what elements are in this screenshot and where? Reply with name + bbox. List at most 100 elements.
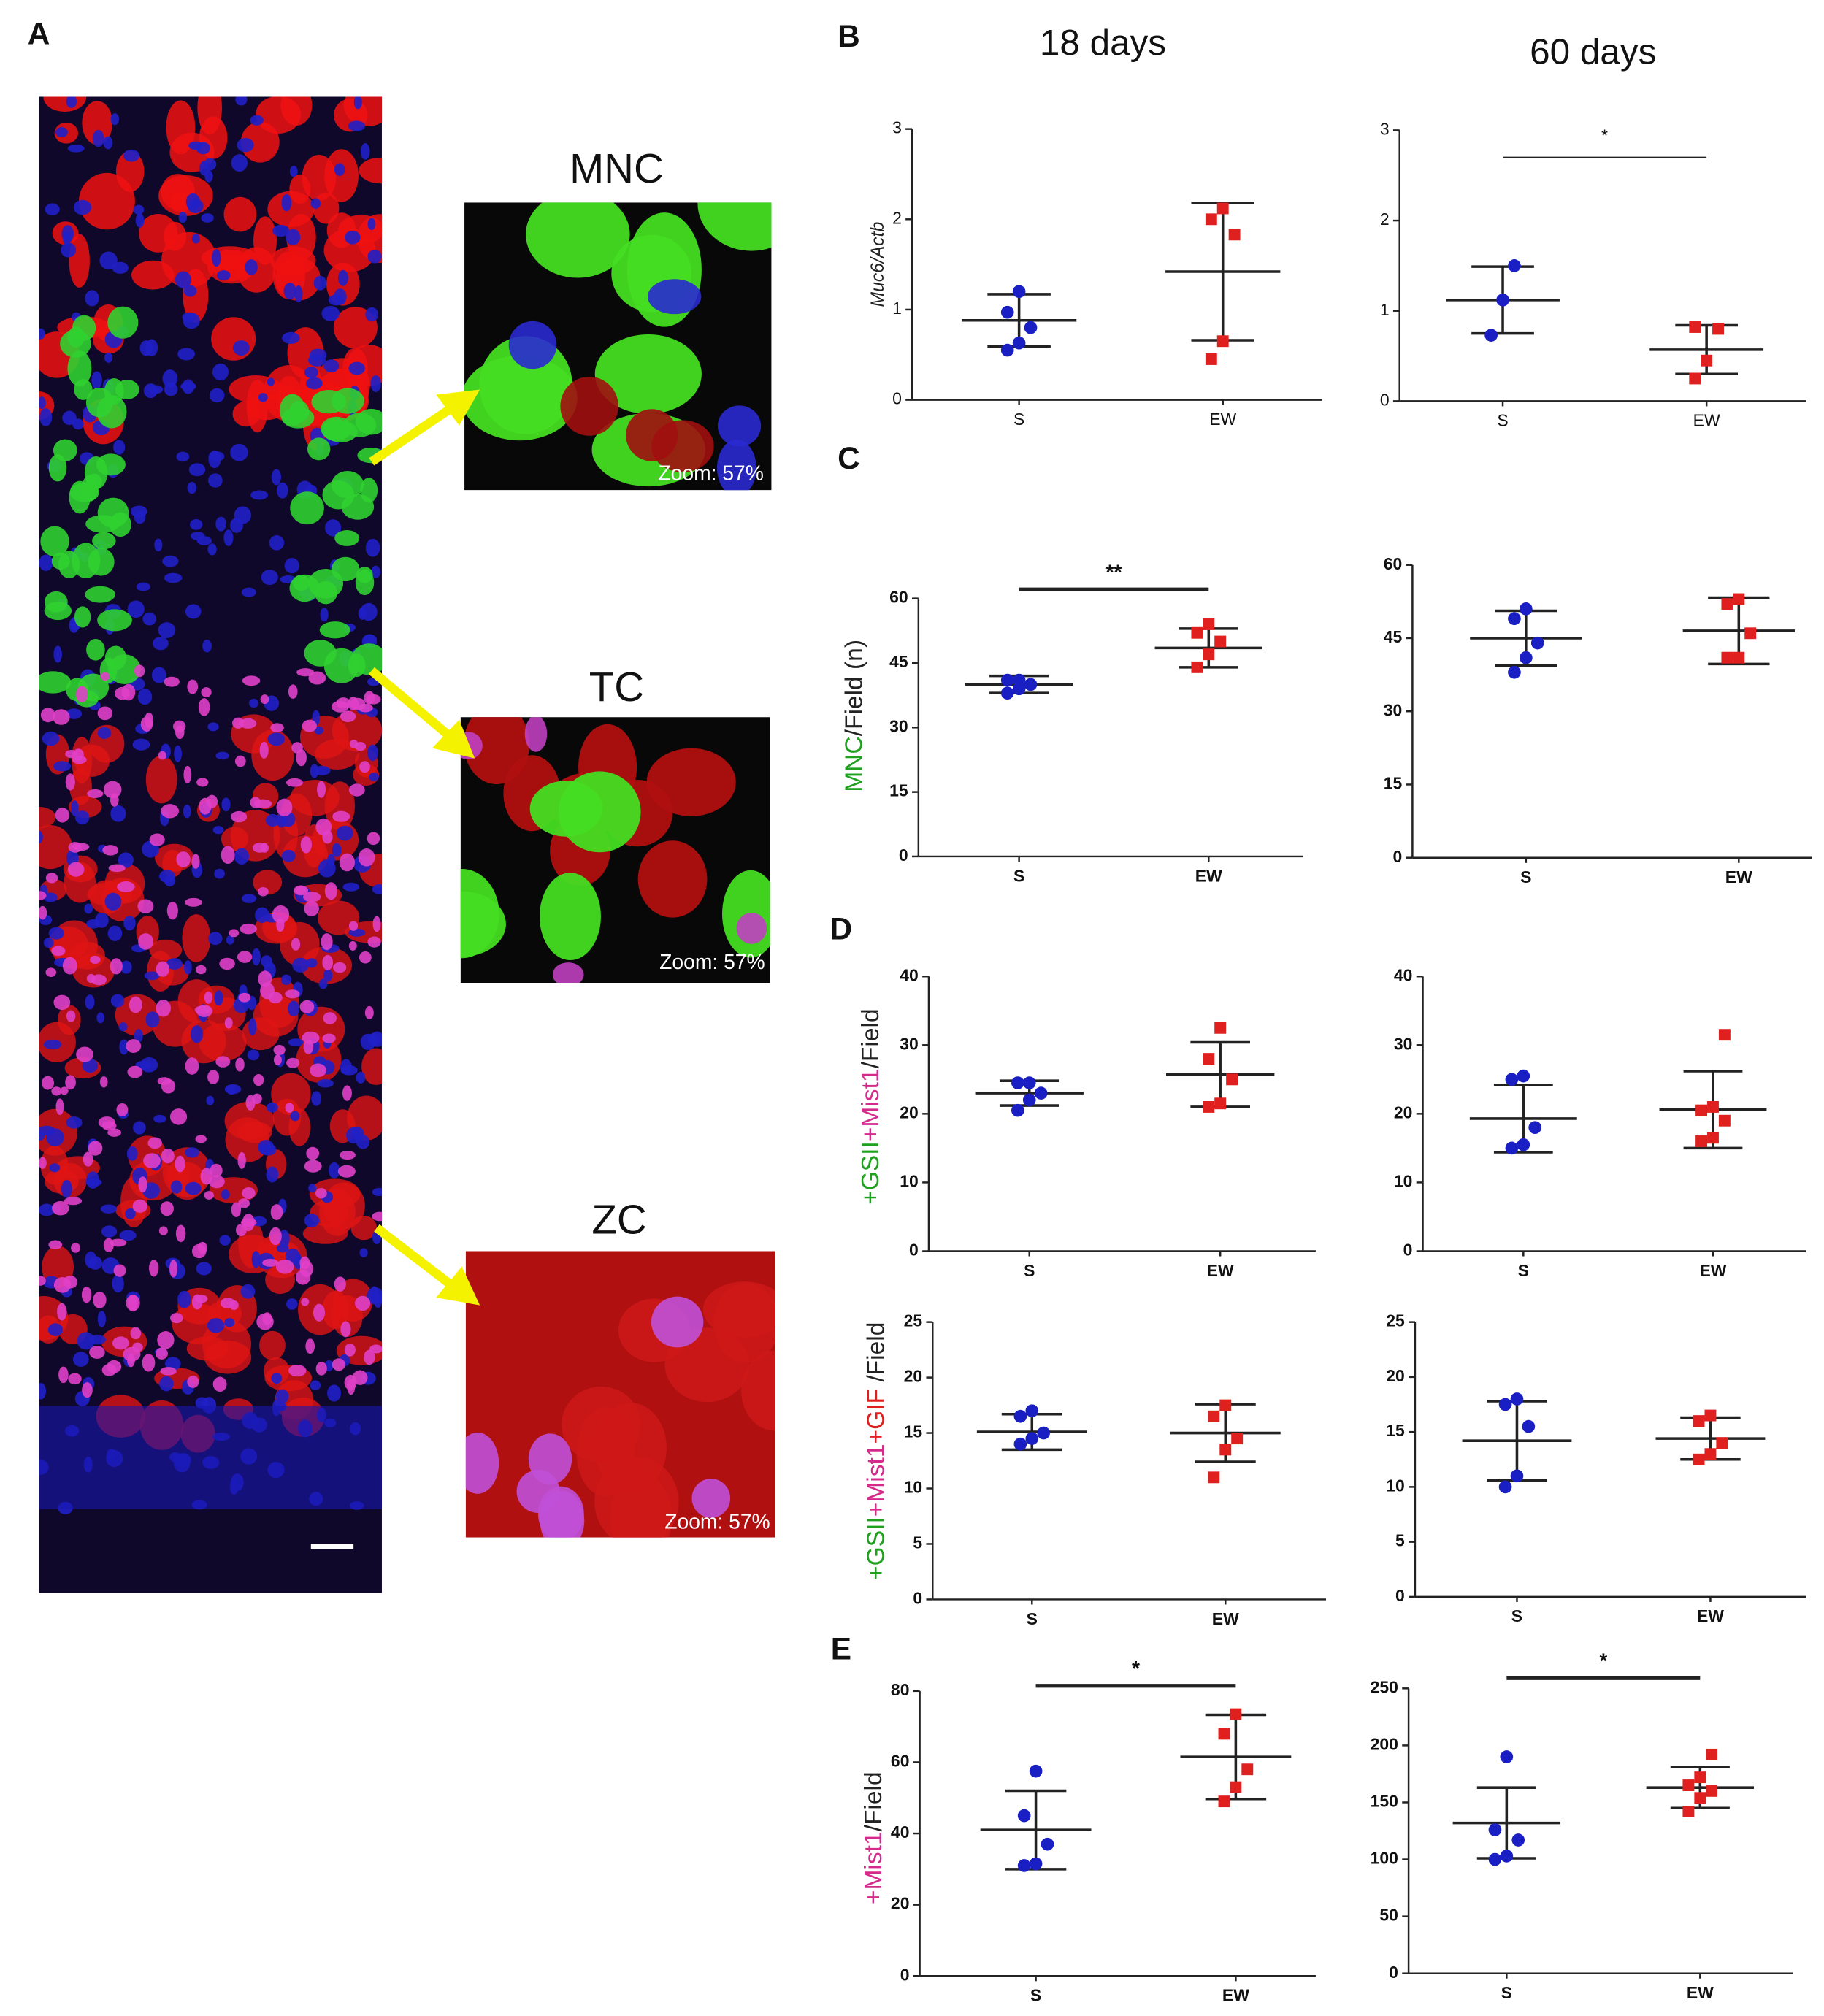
cell: [127, 1065, 143, 1078]
data-point: [1510, 1392, 1524, 1406]
cell: [100, 1204, 117, 1214]
cell: [276, 813, 287, 828]
cell: [48, 927, 64, 940]
y-tick-label: 25: [904, 1311, 923, 1330]
cell: [465, 1432, 499, 1494]
cell: [195, 1397, 209, 1409]
cell: [360, 602, 378, 621]
cell: [191, 1025, 204, 1043]
data-point: [1517, 1138, 1530, 1151]
cell: [110, 958, 123, 975]
cell: [356, 567, 373, 583]
cell: [135, 213, 145, 228]
cell: [324, 149, 359, 202]
cell: [208, 451, 225, 461]
cell: [344, 1343, 356, 1357]
cell: [318, 859, 336, 878]
cell: [45, 967, 57, 977]
cell: [66, 1116, 83, 1129]
x-tick-label: S: [1518, 1261, 1529, 1280]
y-tick-label: 10: [1394, 1171, 1413, 1190]
cell: [127, 600, 145, 618]
chart: 0 10 20 30 40 S EW: [1394, 965, 1806, 1280]
cell: [123, 916, 136, 931]
cell: [39, 328, 45, 340]
data-point: [1191, 626, 1203, 639]
cell: [339, 1150, 356, 1160]
cell: [539, 873, 601, 960]
cell: [66, 1010, 76, 1022]
micrographs: [39, 96, 775, 1593]
cell: [240, 121, 280, 163]
cell: [226, 1085, 237, 1095]
cell: [43, 96, 87, 112]
cell: [241, 587, 256, 597]
y-tick-label: 0: [900, 1965, 910, 1984]
data-point: [1520, 651, 1533, 664]
data-point: [1510, 1469, 1524, 1483]
cell: [145, 1011, 160, 1028]
data-point: [1029, 1764, 1043, 1778]
cell: [211, 317, 256, 361]
chart: 0 10 20 30 40 S EW +GSII+Mist1/Field: [857, 965, 1316, 1280]
cell: [317, 1078, 334, 1088]
cell: [270, 723, 284, 733]
cell: [334, 1276, 346, 1292]
significance-label: *: [1132, 1657, 1140, 1680]
cell: [212, 248, 221, 267]
cell: [53, 645, 62, 663]
data-point: [1203, 1053, 1215, 1065]
data-point: [1498, 1480, 1512, 1494]
cell: [340, 1059, 352, 1075]
y-tick-label: 20: [1394, 1103, 1413, 1122]
data-point: [1013, 1437, 1027, 1451]
cell: [285, 1103, 294, 1113]
cell: [183, 285, 197, 297]
chart: 0 15 30 45 60 S EW ** MNC/Field (n): [840, 561, 1303, 885]
cell: [43, 1039, 62, 1050]
cell: [185, 1057, 199, 1075]
cell: [311, 390, 347, 414]
chart: 0 1 2 3 S EW *: [1380, 119, 1806, 430]
x-tick-label: EW: [1697, 1606, 1724, 1625]
cell: [300, 836, 312, 854]
data-point: [1508, 612, 1521, 626]
cell: [112, 261, 129, 274]
cell: [215, 1056, 231, 1068]
y-axis-label-part: +Mist1: [857, 1068, 884, 1141]
inset-label: TC: [589, 664, 644, 710]
y-tick-label: 3: [892, 118, 902, 137]
cell: [372, 916, 381, 932]
cell: [143, 1153, 161, 1169]
y-tick-label: 15: [904, 1422, 923, 1441]
cell: [207, 932, 223, 946]
cell: [72, 315, 96, 341]
cell: [44, 601, 72, 621]
y-tick-label: 20: [1386, 1366, 1405, 1385]
inset-label: MNC: [570, 145, 664, 191]
cell: [158, 622, 176, 638]
cell: [108, 864, 126, 873]
cell: [348, 940, 357, 951]
cell: [115, 686, 130, 700]
cell: [58, 551, 80, 579]
panel-label: E: [831, 1631, 851, 1666]
cell: [72, 1352, 89, 1367]
cell: [187, 1376, 199, 1388]
cell: [39, 824, 72, 870]
cell: [253, 1074, 264, 1086]
cell: [182, 312, 196, 323]
data-point: [1214, 1097, 1227, 1110]
data-point: [1000, 343, 1014, 357]
cell: [331, 470, 364, 499]
cell: [302, 1223, 348, 1244]
y-tick-label: 150: [1371, 1792, 1398, 1811]
cell: [343, 96, 382, 127]
cell: [96, 395, 127, 429]
cell: [234, 848, 250, 865]
cell: [185, 1147, 199, 1158]
cell: [84, 903, 93, 914]
cell: [320, 608, 329, 622]
cell: [39, 554, 53, 572]
cell: [324, 519, 342, 537]
